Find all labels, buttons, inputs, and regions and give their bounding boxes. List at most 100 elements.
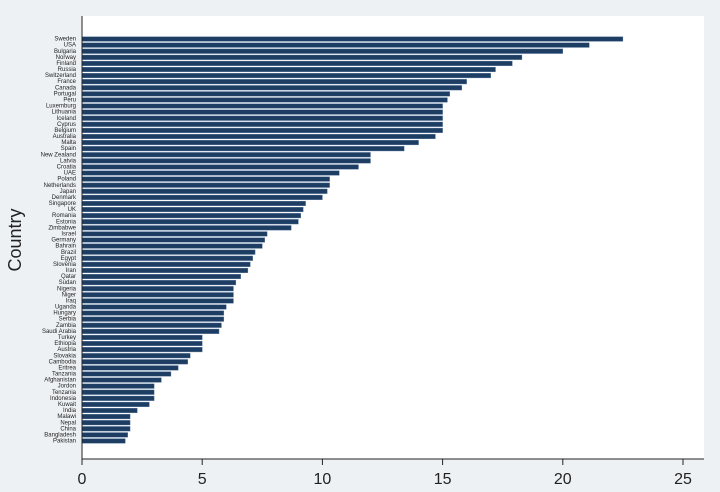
bar (81, 54, 523, 60)
bar (81, 188, 328, 194)
bar (81, 407, 138, 414)
y-tick-label: UAE (64, 171, 76, 177)
y-tick-label: Norway (56, 55, 76, 61)
y-tick-label: Malta (61, 140, 76, 146)
y-tick-label: Bangladesh (44, 432, 76, 438)
bar (81, 194, 323, 200)
y-tick-label: France (57, 79, 76, 85)
y-tick-label: Tenzania (52, 390, 77, 396)
y-tick-label: Lithuania (52, 110, 77, 116)
bar (81, 140, 419, 146)
bar (81, 341, 203, 347)
bar (81, 389, 155, 395)
y-tick-label: Cambodia (49, 359, 77, 365)
y-tick-label: Russia (58, 67, 77, 73)
y-tick-label: Hungary (53, 311, 76, 317)
bar (81, 79, 467, 85)
y-tick-label: Bulgaria (54, 49, 77, 55)
bar (81, 334, 203, 340)
y-tick-label: Tanzania (52, 372, 77, 378)
bar (81, 42, 590, 48)
y-tick-label: Poland (57, 177, 76, 183)
bar (81, 103, 443, 109)
y-tick-label: Slovakia (53, 353, 76, 359)
bar (81, 377, 162, 383)
bar (81, 432, 128, 438)
y-tick-label: Spain (61, 146, 76, 152)
bar (81, 401, 150, 407)
y-tick-label: Canada (55, 85, 77, 91)
bar (81, 237, 265, 243)
y-tick-label: Luxemburg (46, 104, 76, 110)
y-tick-label: UK (68, 207, 76, 213)
y-tick-label: Qatar (61, 274, 76, 280)
y-tick-label: Iran (66, 268, 76, 274)
y-tick-label: Cyprus (57, 122, 76, 128)
y-tick-label: Malawi (57, 414, 76, 420)
y-tick-label: Peru (63, 98, 76, 104)
y-tick-label: Nepal (60, 420, 76, 426)
bar (81, 115, 443, 121)
bar (81, 426, 131, 432)
y-tick-label: Brazil (61, 250, 76, 256)
y-tick-label: Ethiopia (54, 341, 76, 347)
bar (81, 207, 304, 213)
bar (81, 176, 330, 182)
bar (81, 213, 301, 219)
bar (81, 249, 256, 255)
bar (81, 164, 359, 170)
bar (81, 36, 624, 42)
bar (81, 353, 191, 359)
y-tick-label: Nigeria (57, 286, 77, 292)
y-tick-label: Netherlands (44, 183, 76, 189)
y-tick-label: Israel (61, 231, 76, 237)
y-tick-label: Zimbabwe (48, 225, 76, 231)
bar (81, 231, 268, 237)
x-tick-label: 0 (78, 471, 87, 488)
bar (81, 274, 241, 280)
bar (81, 48, 563, 54)
bar (81, 158, 371, 164)
bar (81, 310, 225, 316)
y-tick-label: Saudi Arabia (42, 329, 77, 335)
y-tick-label: Slovenia (53, 262, 77, 268)
y-tick-label: USA (64, 43, 76, 49)
y-tick-label: Indonesia (50, 396, 77, 402)
bar (81, 127, 443, 133)
bar (81, 420, 131, 426)
bar (81, 243, 263, 249)
bar (81, 85, 463, 91)
bar (81, 261, 251, 267)
bar (81, 200, 306, 206)
y-tick-label: Switzerland (45, 73, 76, 79)
bar (81, 109, 443, 115)
y-tick-label: Egypt (61, 256, 77, 262)
bar (81, 182, 330, 188)
bar (81, 365, 179, 371)
bar (81, 73, 491, 79)
bar (81, 152, 371, 158)
bar (81, 91, 451, 97)
y-tick-label: Austria (57, 347, 76, 353)
y-tick-label: Croatia (57, 165, 77, 171)
y-tick-label: Afghanistan (44, 378, 76, 384)
bar (81, 97, 448, 103)
y-tick-label: Eritrea (58, 365, 76, 371)
bar (81, 395, 155, 401)
y-tick-label: Jordon (58, 384, 76, 390)
y-tick-label: Finland (56, 61, 76, 67)
y-tick-label: Zambia (56, 323, 77, 329)
bar (81, 280, 237, 286)
bar (81, 383, 155, 389)
bar (81, 347, 203, 353)
bar (81, 438, 126, 444)
bar (81, 133, 436, 139)
bar (81, 414, 131, 420)
bar (81, 328, 220, 334)
y-axis-label: Country (5, 208, 25, 271)
bar (81, 304, 227, 310)
x-tick-label: 25 (674, 471, 692, 488)
y-tick-label: Portugal (54, 91, 76, 97)
y-tick-label: Germany (51, 238, 76, 244)
